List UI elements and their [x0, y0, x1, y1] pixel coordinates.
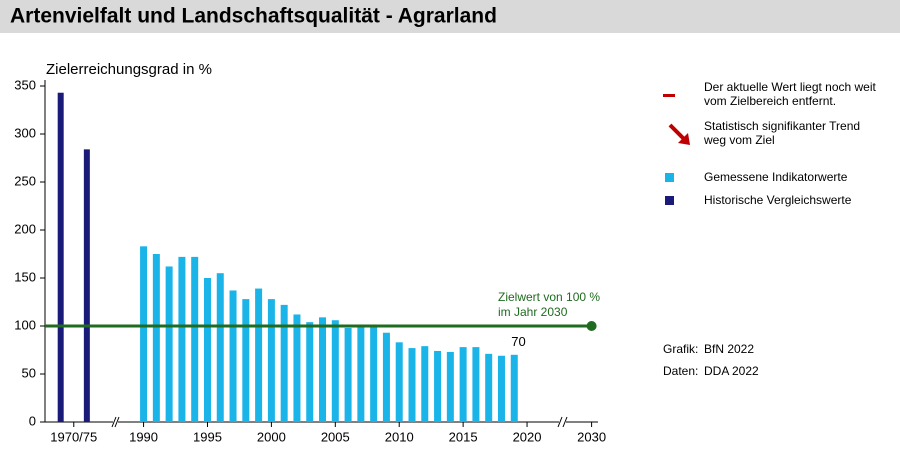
bar: [370, 326, 378, 422]
bar: [191, 256, 199, 422]
bar: [497, 355, 505, 422]
status-trend-arrowhead: [678, 133, 690, 145]
x-tick-label: 2015: [449, 429, 478, 444]
x-tick-label: 2010: [385, 429, 414, 444]
y-tick-label: 200: [14, 221, 36, 236]
bar: [357, 325, 365, 422]
bar: [319, 317, 327, 422]
data-label: 70: [511, 334, 525, 349]
axis-break: [562, 416, 568, 428]
credit-value: BfN 2022: [704, 342, 754, 356]
credit-value: DDA 2022: [704, 364, 759, 378]
status-current-text: Der aktuelle Wert liegt noch weit: [704, 80, 877, 94]
bar: [421, 346, 429, 422]
bar: [293, 314, 301, 422]
bar: [140, 246, 148, 422]
x-tick-label: 2005: [321, 429, 350, 444]
bar: [216, 273, 224, 422]
bar: [485, 353, 493, 422]
bar: [280, 304, 288, 422]
status-trend-icon: [668, 123, 686, 141]
bar: [57, 92, 64, 422]
bar: [472, 347, 480, 422]
bar: [242, 299, 250, 422]
y-tick-label: 350: [14, 77, 36, 92]
bar: [306, 322, 314, 422]
bar: [510, 354, 518, 422]
bar: [203, 278, 211, 422]
bar: [255, 288, 263, 422]
axis-break: [111, 416, 117, 428]
y-tick-label: 250: [14, 173, 36, 188]
bar: [83, 149, 90, 423]
bar: [395, 342, 403, 422]
status-current-icon: [663, 94, 675, 97]
bar: [459, 347, 467, 422]
y-tick-label: 300: [14, 125, 36, 140]
legend-swatch: [665, 173, 674, 182]
legend-swatch: [665, 196, 674, 205]
status-current-text: vom Zielbereich entfernt.: [704, 94, 836, 108]
bar: [178, 256, 186, 422]
x-tick-label: 1990: [129, 429, 158, 444]
y-tick-label: 150: [14, 269, 36, 284]
bar: [152, 254, 160, 422]
bar: [446, 351, 454, 422]
y-tick-label: 50: [22, 365, 36, 380]
x-tick-label: 2000: [257, 429, 286, 444]
x-tick-label: 2030: [577, 429, 606, 444]
bar: [165, 266, 173, 422]
axis-break: [114, 416, 120, 428]
y-axis-label: Zielerreichungsgrad in %: [46, 61, 212, 78]
target-label: Zielwert von 100 %: [498, 290, 600, 304]
title-bar: [0, 0, 900, 33]
credit-key: Grafik:: [663, 342, 698, 356]
bar: [229, 290, 237, 422]
legend-label: Gemessene Indikatorwerte: [704, 170, 848, 184]
x-tick-label: 1970/75: [50, 429, 97, 444]
x-tick-label: 1995: [193, 429, 222, 444]
bar: [331, 320, 339, 422]
status-trend-text: Statistisch signifikanter Trend: [704, 119, 860, 133]
bar: [408, 348, 416, 422]
bar: [434, 350, 442, 422]
chart-title: Artenvielfalt und Landschaftsqualität - …: [10, 5, 497, 28]
bar: [267, 299, 275, 422]
bar: [382, 332, 390, 422]
y-tick-label: 100: [14, 317, 36, 332]
axis-break: [557, 416, 563, 428]
bar: [344, 327, 352, 422]
legend-label: Historische Vergleichswerte: [704, 193, 852, 207]
x-tick-label: 2020: [513, 429, 542, 444]
y-tick-label: 0: [29, 413, 36, 428]
credit-key: Daten:: [663, 364, 698, 378]
target-point: [586, 321, 597, 331]
target-label: im Jahr 2030: [498, 305, 568, 319]
status-trend-text: weg vom Ziel: [703, 133, 775, 147]
